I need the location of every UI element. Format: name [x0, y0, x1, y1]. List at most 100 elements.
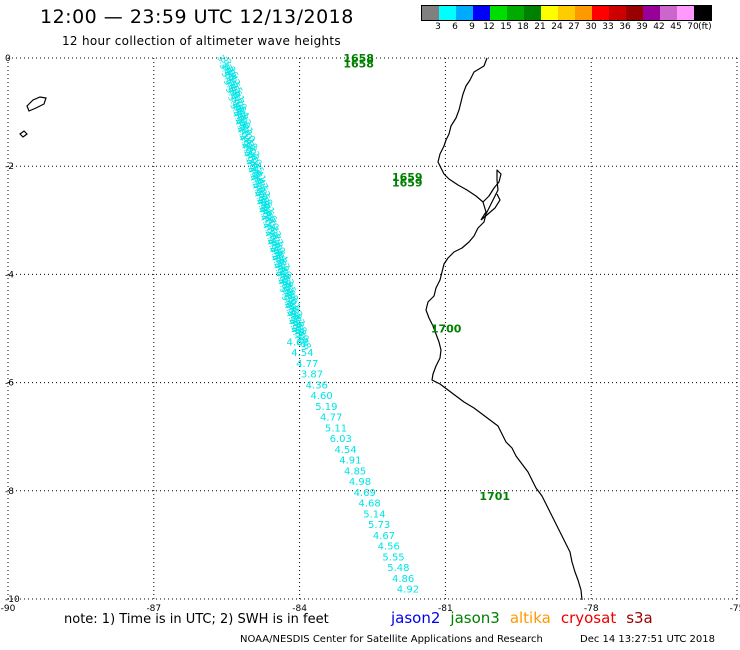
- legend-swatch: [677, 6, 694, 20]
- legend-swatches: [421, 5, 712, 21]
- legend-swatch: [558, 6, 575, 20]
- satellite-name: s3a: [626, 609, 653, 627]
- swh-value-label: 5.11: [325, 423, 347, 434]
- legend-swatch: [660, 6, 677, 20]
- swh-value-label: 4.60: [310, 391, 332, 402]
- lon-tick-label: -75: [730, 604, 740, 614]
- time-label: 1700: [431, 323, 462, 336]
- map-grid: [7, 57, 738, 600]
- legend-label: 6: [452, 22, 458, 32]
- swh-value-label: 4.62: [286, 337, 308, 348]
- swh-value-label: 4.67: [373, 531, 395, 542]
- legend-swatch: [507, 6, 524, 20]
- map-axis-labels: -90 -87 -84 -81 -78 -75 0 -2 -4 -6 -8 -10: [1, 54, 740, 614]
- credit-line: NOAA/NESDIS Center for Satellite Applica…: [240, 634, 543, 645]
- legend-swatch: [592, 6, 609, 20]
- coastline: [19, 57, 583, 601]
- time-label: 1701: [479, 490, 510, 503]
- footnote: note: 1) Time is in UTC; 2) SWH is in fe…: [64, 612, 329, 627]
- swh-value-label: 4.85: [344, 466, 366, 477]
- legend-label: 3: [435, 22, 441, 32]
- legend-label: 21: [534, 22, 546, 32]
- swh-value-label: 5.48: [387, 563, 409, 574]
- swh-value-label: 4.68: [358, 499, 380, 510]
- legend-label: 39: [636, 22, 648, 32]
- legend-label: 33: [602, 22, 614, 32]
- legend-swatch: [609, 6, 626, 20]
- legend-swatch: [524, 6, 541, 20]
- satellite-legend: jason2 jason3 altika cryosat s3a: [391, 609, 663, 627]
- swh-value-label: 4.54: [334, 445, 356, 456]
- lat-tick-label: -10: [5, 595, 20, 605]
- satellite-name: altika: [509, 609, 551, 627]
- legend-swatch: [541, 6, 558, 20]
- wave-height-labels: 4.624.544.773.874.364.605.194.775.116.03…: [286, 337, 419, 595]
- swh-value-label: 4.69: [354, 488, 376, 499]
- swh-value-label: 4.86: [392, 574, 414, 585]
- lon-tick-label: -90: [1, 604, 16, 614]
- legend-swatch: [626, 6, 643, 20]
- lat-tick-label: -6: [5, 379, 14, 389]
- legend-label: 9: [469, 22, 475, 32]
- legend-label: 42: [653, 22, 665, 32]
- legend-label: 24: [551, 22, 563, 32]
- lat-tick-label: -4: [5, 270, 14, 280]
- time-label: 1658: [343, 57, 374, 70]
- legend-swatch: [439, 6, 456, 20]
- legend-label: 30: [585, 22, 597, 32]
- legend-label: 70: [687, 22, 699, 32]
- legend-label: 27: [568, 22, 580, 32]
- lon-tick-label: -81: [438, 604, 453, 614]
- legend-label: 45: [670, 22, 682, 32]
- lon-tick-label: -78: [584, 604, 599, 614]
- legend-swatch: [694, 6, 711, 20]
- page-title: 12:00 — 23:59 UTC 12/13/2018: [40, 6, 354, 28]
- swh-value-label: 5.55: [382, 552, 404, 563]
- swh-value-label: 4.36: [306, 380, 328, 391]
- legend-swatch: [490, 6, 507, 20]
- legend-labels: 3 6 9 12 15 18 21 24 27 30 33 36 39 42 45 70 (ft): [421, 21, 712, 35]
- swh-value-label: 4.77: [296, 359, 318, 370]
- island-small: [19, 130, 28, 138]
- legend-label: 18: [517, 22, 529, 32]
- time-label: 1658: [343, 52, 374, 65]
- legend-swatch: [575, 6, 592, 20]
- legend-swatch: [643, 6, 660, 20]
- swh-value-label: 4.92: [397, 585, 419, 596]
- swh-value-label: 4.91: [339, 456, 361, 467]
- swh-value-label: 4.98: [349, 477, 371, 488]
- legend-label: (ft): [698, 22, 712, 32]
- time-label: 1659: [392, 171, 423, 184]
- swh-value-label: 5.14: [363, 509, 385, 520]
- swh-value-label: 3.87: [301, 370, 323, 381]
- lon-tick-label: -87: [146, 604, 161, 614]
- coastline-south-america: [425, 57, 583, 601]
- lat-tick-label: -8: [5, 487, 14, 497]
- swh-value-label: 5.19: [315, 402, 337, 413]
- island-large: [26, 96, 47, 112]
- satellite-name: cryosat: [560, 609, 617, 627]
- color-legend: 3 6 9 12 15 18 21 24 27 30 33 36 39 42 45 70 (ft): [421, 5, 712, 35]
- legend-swatch: [473, 6, 490, 20]
- page-subtitle: 12 hour collection of altimeter wave hei…: [62, 34, 341, 48]
- legend-label: 36: [619, 22, 631, 32]
- swh-value-label: 4.56: [378, 542, 400, 553]
- satellite-name: jason3: [450, 609, 500, 627]
- coastline-gulf-inlet: [480, 193, 501, 221]
- time-label: 1659: [392, 176, 423, 189]
- lon-tick-label: -84: [292, 604, 307, 614]
- swh-value-label: 4.77: [320, 413, 342, 424]
- satellite-name: jason2: [391, 609, 441, 627]
- swh-value-label: 6.03: [330, 434, 352, 445]
- legend-label: 12: [483, 22, 495, 32]
- legend-label: 15: [500, 22, 512, 32]
- satellite-track: 3.363.423.553.613.703.843.924.014.104.18…: [214, 54, 312, 352]
- swh-value-label: 5.73: [368, 520, 390, 531]
- lat-tick-label: 0: [5, 54, 11, 64]
- swh-value-label: 4.54: [291, 348, 313, 359]
- legend-swatch: [422, 6, 439, 20]
- legend-swatch: [456, 6, 473, 20]
- lat-tick-label: -2: [5, 162, 14, 172]
